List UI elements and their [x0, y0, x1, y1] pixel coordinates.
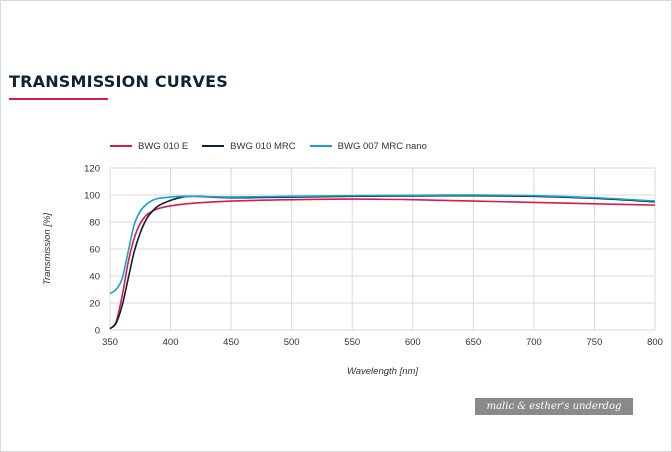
x-axis-title: Wavelength [nm] — [347, 366, 418, 377]
x-tick-label: 500 — [284, 337, 300, 348]
y-axis-title: Transmission [%] — [42, 213, 53, 286]
legend-item-bwg-010-e: BWG 010 E — [110, 141, 188, 152]
legend-swatch — [309, 145, 332, 147]
series-line-bwg-010-e — [109, 198, 656, 330]
series-line-bwg-007-mrc-nano — [109, 194, 656, 295]
y-tick-label: 80 — [89, 218, 100, 229]
legend-swatch — [110, 145, 132, 147]
chart-legend: BWG 010 E BWG 010 MRC BWG 007 MRC nano — [110, 139, 441, 153]
x-tick-label: 800 — [647, 337, 663, 348]
legend-label: BWG 010 MRC — [230, 140, 296, 152]
x-tick-label: 450 — [223, 337, 239, 348]
y-tick-label: 20 — [89, 299, 100, 310]
x-tick-label: 550 — [344, 337, 360, 348]
legend-item-bwg-010-mrc: BWG 010 MRC — [202, 140, 296, 152]
watermark: malic & esther's underdog — [475, 398, 633, 415]
y-tick-label: 40 — [89, 272, 100, 283]
legend-label: BWG 010 E — [138, 140, 189, 152]
x-tick-label: 350 — [102, 337, 118, 348]
section-title: TRANSMISSION CURVES — [9, 72, 228, 91]
x-tick-label: 650 — [465, 337, 481, 348]
title-underline — [9, 98, 108, 100]
y-tick-label: 120 — [84, 164, 100, 175]
y-tick-label: 60 — [89, 245, 100, 256]
y-tick-label: 100 — [84, 191, 100, 202]
y-tick-label: 0 — [95, 326, 100, 337]
legend-label: BWG 007 MRC nano — [337, 140, 427, 152]
x-tick-label: 400 — [163, 337, 179, 348]
legend-item-bwg-007-mrc-nano: BWG 007 MRC nano — [309, 140, 427, 152]
x-tick-label: 750 — [587, 337, 603, 348]
series-line-bwg-010-mrc — [109, 194, 656, 330]
legend-swatch — [202, 145, 225, 147]
x-tick-label: 600 — [405, 337, 421, 348]
x-tick-label: 700 — [526, 337, 542, 348]
